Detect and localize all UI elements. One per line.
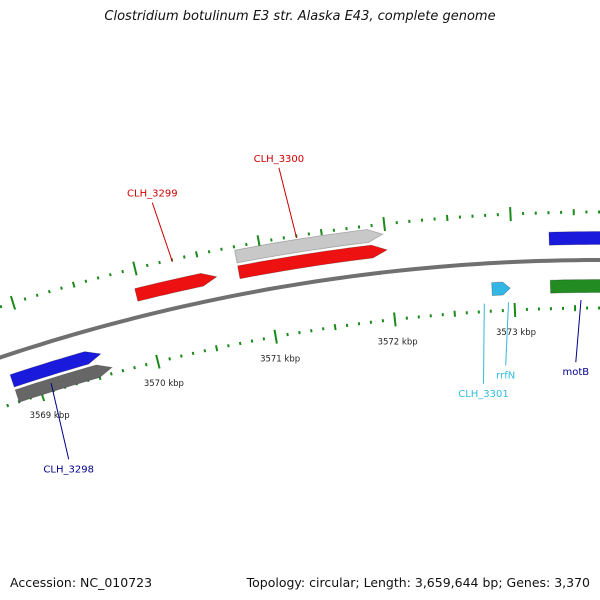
gene-CLH_3300-gray	[234, 229, 384, 264]
gene-label: CLH_3298	[43, 464, 94, 475]
label-leader	[278, 167, 298, 239]
tick-mark	[180, 354, 183, 358]
tick-mark	[250, 339, 254, 343]
tick-mark	[207, 250, 211, 254]
gene-CLH_3300	[237, 244, 389, 280]
tick-mark	[47, 289, 51, 294]
tick-mark	[0, 304, 3, 309]
genome-summary-text: Topology: circular; Length: 3,659,644 bp…	[246, 575, 590, 590]
tick-mark	[393, 312, 397, 327]
gene-motB	[548, 231, 600, 246]
tick-mark	[319, 228, 323, 236]
tick-mark	[238, 341, 242, 346]
tick-mark	[273, 329, 278, 344]
scale-label: 3569 kbp	[30, 411, 70, 421]
gene-CLH_3299	[134, 272, 218, 302]
tick-mark	[345, 323, 349, 328]
tick-mark	[144, 362, 148, 367]
gene-label: CLH_3300	[254, 154, 305, 165]
gene-label: rrfN	[496, 371, 515, 382]
gene-features	[9, 229, 600, 403]
tick-mark	[262, 337, 266, 341]
tick-mark	[109, 273, 112, 277]
scale-label: 3571 kbp	[260, 354, 300, 364]
scale-label: 3570 kbp	[144, 379, 184, 389]
gene-label: CLH_3301	[458, 389, 509, 400]
tick-mark	[333, 323, 337, 331]
tick-mark	[133, 365, 136, 370]
tick-mark	[227, 344, 230, 348]
tick-mark	[232, 245, 236, 249]
tick-mark	[145, 263, 149, 268]
label-leader	[50, 382, 70, 460]
tick-mark	[203, 349, 207, 353]
tick-mark	[60, 286, 63, 290]
tick-mark	[195, 251, 199, 258]
tick-mark	[245, 242, 248, 247]
tick-mark	[155, 354, 161, 369]
tick-mark	[509, 207, 512, 222]
tick-mark	[109, 372, 113, 376]
tick-mark	[17, 399, 21, 404]
tick-mark	[35, 293, 39, 297]
gene-CLH_3298-gray	[14, 364, 113, 403]
tick-mark	[191, 351, 195, 356]
label-leader	[151, 202, 173, 262]
tick-mark	[71, 281, 76, 288]
tick-mark	[6, 403, 10, 408]
tick-mark	[121, 368, 125, 373]
label-leader	[575, 300, 582, 363]
tick-mark	[298, 330, 301, 335]
tick-mark	[446, 214, 449, 222]
tick-mark	[270, 238, 273, 242]
tick-mark	[23, 297, 27, 301]
tick-mark	[513, 302, 517, 318]
gene-label: CLH_3299	[127, 189, 178, 200]
tick-mark	[286, 332, 289, 337]
tick-mark	[158, 260, 161, 265]
tick-mark	[453, 310, 456, 317]
label-leader	[483, 303, 485, 384]
tick-mark	[307, 232, 311, 236]
tick-mark	[132, 261, 138, 276]
tick-mark	[121, 269, 124, 274]
gene-motB-green	[549, 279, 600, 294]
gene-label: motB	[562, 367, 589, 378]
tick-mark	[215, 345, 219, 352]
tick-mark	[168, 357, 171, 361]
gene-CLH_3298	[9, 351, 102, 388]
genome-backbone	[0, 258, 600, 360]
tick-mark	[96, 276, 100, 280]
scale-ticks	[0, 207, 600, 408]
page-title: Clostridium botulinum E3 str. Alaska E43…	[104, 9, 496, 24]
tick-mark	[84, 279, 88, 283]
scale-label: 3573 kbp	[496, 328, 536, 338]
label-leader	[505, 302, 509, 366]
scale-label: 3572 kbp	[378, 337, 418, 347]
gene-rrfN	[491, 281, 511, 297]
accession-text: Accession: NC_010723	[10, 575, 153, 590]
tick-mark	[382, 216, 386, 232]
tick-mark	[9, 295, 17, 310]
tick-mark	[220, 247, 223, 251]
tick-mark	[183, 255, 186, 259]
gene-labels: 3569 kbp 3570 kbp 3571 kbp 3572 kbp 3573 kbp…	[30, 154, 590, 475]
